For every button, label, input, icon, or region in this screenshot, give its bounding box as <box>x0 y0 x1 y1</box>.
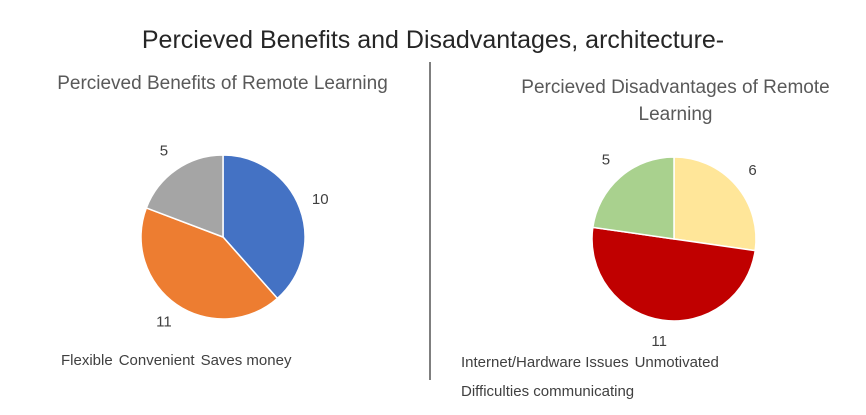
data-label: 5 <box>160 142 168 159</box>
legend-label: Saves money <box>200 352 292 369</box>
pie-slice <box>145 154 224 239</box>
pie-slice <box>591 226 757 322</box>
legend-item: Saves money <box>195 352 292 369</box>
data-label: 11 <box>156 314 172 331</box>
main-title: Percieved Benefits and Disadvantages, ar… <box>141 26 725 54</box>
legend-label: Internet/Hardware Issues <box>461 354 629 371</box>
pie-slice <box>222 154 306 300</box>
legend-label: Convenient <box>118 352 195 369</box>
data-label: 5 <box>602 151 610 168</box>
pie-slice <box>673 156 757 252</box>
chart-title: Percieved Disadvantages of Remote Learni… <box>521 77 830 125</box>
legend-item: Convenient <box>113 352 195 369</box>
data-label: 11 <box>651 333 667 350</box>
legend-item: Flexible <box>55 352 113 369</box>
legend-item: Unmotivated <box>629 354 719 371</box>
pie-slice <box>591 156 675 240</box>
legend: Internet/Hardware Issues Unmotivated Diffi… <box>455 354 835 400</box>
pie-slice <box>140 206 279 320</box>
legend-item: Internet/Hardware Issues <box>455 354 629 371</box>
legend: Flexible Convenient Saves money <box>55 352 425 369</box>
data-label: 10 <box>312 191 329 208</box>
data-label: 6 <box>748 162 756 179</box>
legend-label: Difficulties communicating <box>461 383 635 400</box>
chart-title: Percieved Benefits of Remote Learning <box>57 73 388 94</box>
legend-label: Unmotivated <box>634 354 719 371</box>
legend-item: Difficulties communicating <box>455 383 634 400</box>
legend-label: Flexible <box>61 352 113 369</box>
